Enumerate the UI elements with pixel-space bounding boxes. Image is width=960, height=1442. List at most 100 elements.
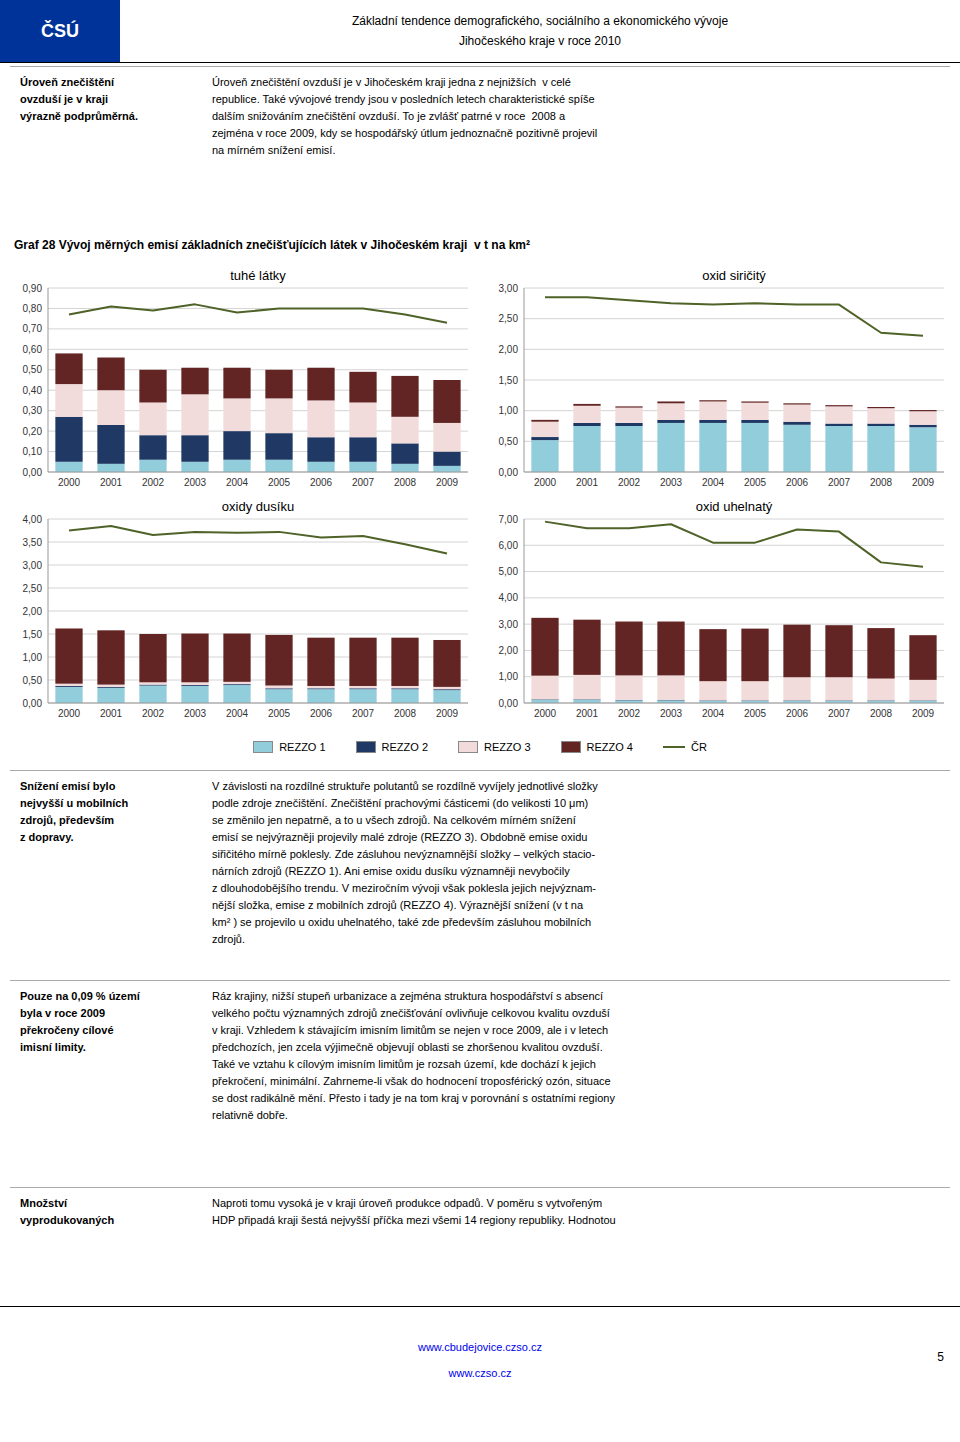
y-tick-label: 4,00: [23, 514, 43, 525]
bar: [867, 628, 894, 678]
x-tick-label: 2009: [912, 477, 935, 488]
x-tick-label: 2002: [142, 708, 165, 719]
block-lead: Pouze na 0,09 % území byla v roce 2009 p…: [20, 988, 140, 1056]
x-axis-line: [524, 472, 944, 473]
block-body: Ráz krajiny, nižší stupeň urbanizace a z…: [212, 988, 615, 1124]
x-tick-label: 2003: [660, 708, 683, 719]
grid-line: [524, 472, 944, 473]
grid-line: [524, 288, 944, 289]
legend-swatch: [663, 746, 685, 748]
bar: [223, 368, 250, 399]
bar: [699, 401, 726, 419]
bar: [139, 435, 166, 460]
bar: [909, 411, 936, 424]
bar: [391, 376, 418, 417]
y-tick-label: 1,50: [23, 629, 43, 640]
bar: [349, 689, 376, 703]
bar: [265, 460, 292, 472]
bar: [97, 630, 124, 684]
y-tick-label: 2,00: [499, 344, 519, 355]
bar: [265, 433, 292, 460]
bar: [825, 677, 852, 700]
header-title: Jihočeského kraje v roce 2010: [459, 34, 621, 48]
bar: [573, 406, 600, 423]
grid-line: [524, 571, 944, 572]
bar: [349, 372, 376, 403]
x-tick-label: 2006: [786, 708, 809, 719]
y-axis-line: [48, 519, 49, 703]
bar: [181, 686, 208, 703]
legend: REZZO 1REZZO 2REZZO 3REZZO 4ČR: [0, 732, 960, 762]
bar: [139, 370, 166, 403]
bar: [573, 404, 600, 406]
x-tick-label: 2003: [184, 477, 207, 488]
x-tick-label: 2005: [268, 708, 291, 719]
bar: [531, 437, 558, 440]
bar: [615, 408, 642, 423]
y-tick-label: 2,50: [499, 313, 519, 324]
bar: [265, 689, 292, 703]
x-tick-label: 2006: [786, 477, 809, 488]
bar: [615, 622, 642, 676]
bar: [391, 443, 418, 463]
figure-title: Graf 28 Vývoj měrných emisí základních z…: [14, 238, 530, 252]
line: [545, 297, 923, 336]
bar: [741, 681, 768, 700]
bar: [181, 462, 208, 472]
legend-item: REZZO 2: [356, 741, 428, 753]
x-axis-line: [48, 472, 468, 473]
page-number: 5: [937, 1350, 944, 1364]
header-title: Základní tendence demografického, sociál…: [352, 14, 728, 28]
legend-label: ČR: [691, 741, 707, 753]
line: [545, 522, 923, 567]
bar: [867, 426, 894, 472]
x-tick-label: 2009: [912, 708, 935, 719]
x-tick-label: 2004: [226, 708, 249, 719]
y-tick-label: 0,50: [23, 675, 43, 686]
x-tick-label: 2008: [870, 708, 893, 719]
x-tick-label: 2004: [226, 477, 249, 488]
grid-line: [524, 318, 944, 319]
bar: [223, 431, 250, 460]
bar: [307, 638, 334, 686]
bar: [433, 380, 460, 423]
footer-url: www.czso.cz: [449, 1367, 512, 1379]
bar: [783, 405, 810, 422]
y-tick-label: 3,00: [499, 619, 519, 630]
bar: [307, 368, 334, 401]
bar: [97, 425, 124, 464]
bar: [265, 686, 292, 689]
x-tick-label: 2007: [828, 708, 851, 719]
bar: [615, 426, 642, 472]
bar: [867, 424, 894, 426]
grid-line: [524, 519, 944, 520]
bar: [867, 407, 894, 408]
legend-label: REZZO 2: [382, 741, 428, 753]
bar: [699, 423, 726, 472]
block-rule: [10, 1187, 950, 1188]
bar: [223, 634, 250, 682]
bar: [181, 682, 208, 685]
plot-area: [531, 522, 936, 703]
grid-line: [48, 565, 468, 566]
legend-item: REZZO 4: [561, 741, 633, 753]
header: Základní tendence demografického, sociál…: [120, 0, 960, 62]
grid-line: [48, 308, 468, 309]
bar: [433, 690, 460, 703]
chart: oxidy dusíku0,000,501,001,502,002,503,00…: [6, 497, 478, 725]
grid-line: [48, 588, 468, 589]
grid-line: [524, 597, 944, 598]
y-tick-label: 0,30: [23, 405, 43, 416]
x-tick-label: 2001: [100, 477, 123, 488]
y-tick-label: 3,50: [23, 537, 43, 548]
chart-svg: tuhé látky0,000,100,200,300,400,500,600,…: [6, 266, 478, 494]
bar: [349, 437, 376, 462]
bar: [741, 403, 768, 420]
x-tick-label: 2003: [660, 477, 683, 488]
x-tick-label: 2005: [268, 477, 291, 488]
y-tick-label: 1,00: [23, 652, 43, 663]
footer: www.cbudejovice.czso.czwww.czso.cz: [0, 1320, 960, 1400]
y-tick-label: 0,80: [23, 303, 43, 314]
bar: [139, 682, 166, 684]
bar: [139, 634, 166, 682]
